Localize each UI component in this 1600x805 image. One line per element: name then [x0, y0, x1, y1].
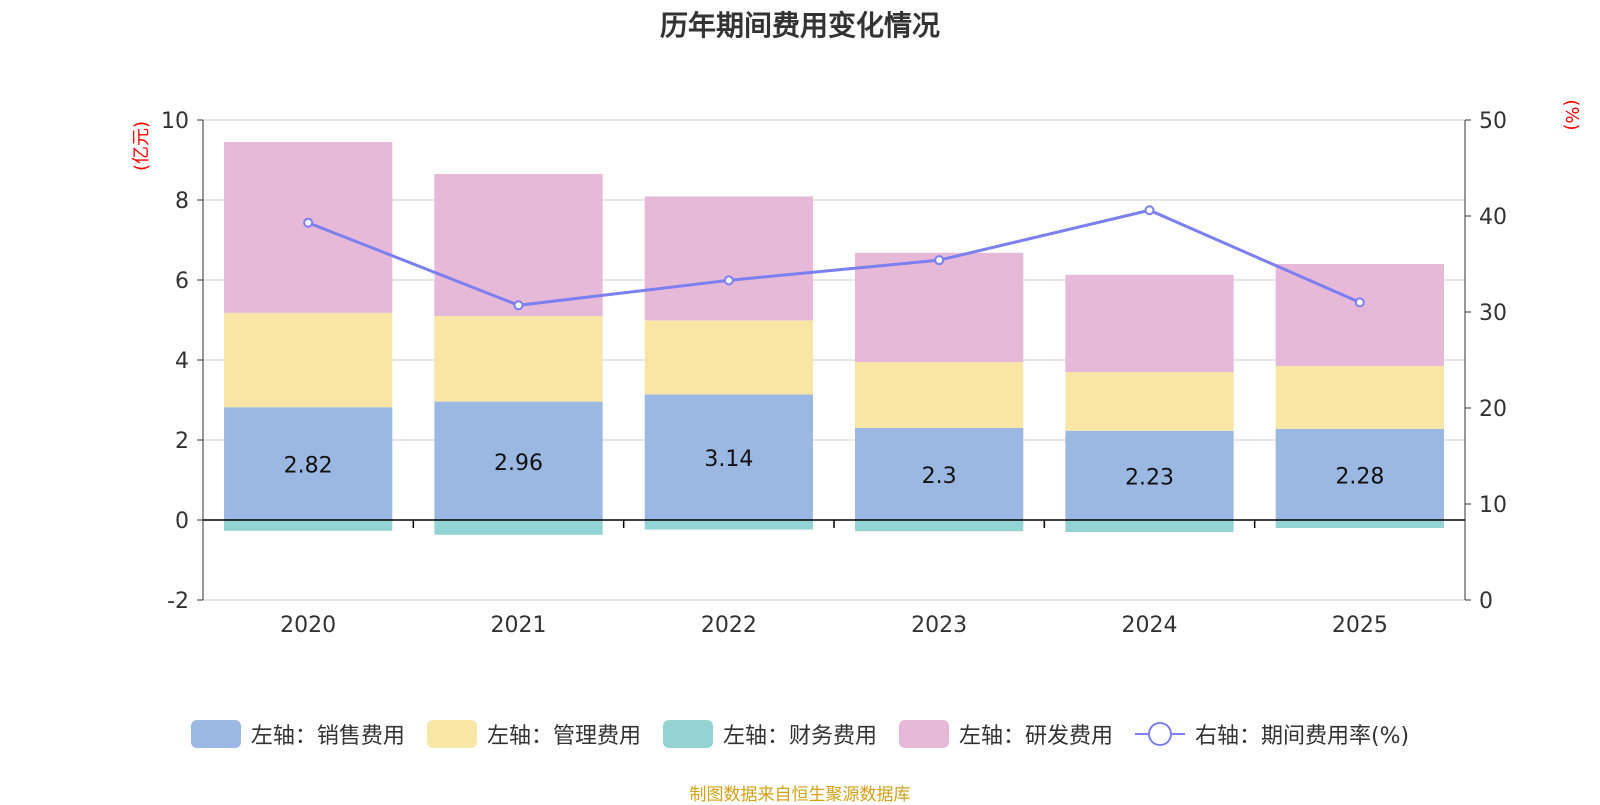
legend-item[interactable]: 左轴：销售费用	[190, 718, 405, 750]
bar-segment	[1275, 520, 1444, 528]
bar-segment	[855, 362, 1024, 428]
legend-label: 左轴：管理费用	[486, 724, 641, 749]
right-axis-label: (%)	[1561, 99, 1582, 130]
x-tick-label: 2022	[701, 613, 757, 638]
right-tick-label: 40	[1479, 205, 1507, 230]
bar-data-label: 2.82	[284, 454, 333, 479]
bar-segment	[434, 401, 603, 520]
legend-swatch	[190, 720, 241, 748]
left-tick-label: -2	[167, 589, 189, 614]
left-tick-label: 10	[161, 109, 189, 134]
right-tick-label: 10	[1479, 493, 1507, 518]
rate-point	[723, 275, 734, 286]
bar-segment	[224, 520, 393, 531]
legend-item[interactable]: 右轴：期间费用率(%)	[1134, 718, 1410, 750]
left-axis-label: (亿元)	[131, 121, 152, 171]
left-tick-label: 4	[175, 349, 189, 374]
bar-data-label: 2.28	[1335, 464, 1384, 489]
bar-segment	[1275, 428, 1444, 520]
bar-segment	[644, 520, 813, 530]
bar-segment	[1065, 430, 1234, 520]
rate-point	[1354, 297, 1365, 308]
data-labels: 2.82 2.96 3.14 2.3 2.23 2.28	[284, 447, 1385, 490]
x-tick-label: 2021	[491, 613, 547, 638]
bars	[224, 142, 1444, 535]
bar-segment	[644, 196, 813, 321]
legend: 左轴：销售费用 左轴：管理费用 左轴：财务费用 左轴：研发费用 右轴：期间费用率(%)	[0, 718, 1600, 750]
gridlines	[203, 119, 1465, 601]
right-tick-label: 30	[1479, 301, 1507, 326]
rate-polyline	[307, 208, 1361, 307]
bar-segment	[855, 252, 1024, 362]
bar-segment	[1065, 372, 1234, 431]
rate-point	[513, 300, 524, 311]
x-tick-label: 2020	[280, 613, 336, 638]
bar-segment	[644, 320, 813, 395]
source-note: 制图数据来自恒生聚源数据库	[689, 785, 911, 805]
left-tick-label: 6	[175, 269, 189, 294]
bar-segment	[1065, 274, 1234, 372]
chart-title: 历年期间费用变化情况	[659, 9, 940, 42]
legend-label: 左轴：财务费用	[722, 724, 877, 749]
bar-segment	[434, 174, 603, 316]
legend-item[interactable]: 左轴：研发费用	[898, 718, 1113, 750]
left-tick-label: 0	[175, 509, 189, 534]
bar-segment	[1275, 366, 1444, 429]
legend-label: 左轴：销售费用	[250, 724, 405, 749]
rate-point	[934, 255, 945, 266]
left-tick-label: 2	[175, 429, 189, 454]
bar-data-label: 3.14	[704, 447, 753, 472]
legend-item[interactable]: 左轴：管理费用	[426, 718, 641, 750]
x-tick-label: 2025	[1332, 613, 1388, 638]
x-tick-label: 2024	[1122, 613, 1178, 638]
left-tick-label: 8	[175, 189, 189, 214]
bar-data-label: 2.3	[922, 464, 957, 489]
legend-swatch	[898, 720, 949, 748]
legend-item[interactable]: 左轴：财务费用	[662, 718, 877, 750]
rate-line	[303, 205, 1365, 311]
right-tick-label: 20	[1479, 397, 1507, 422]
bar-segment	[224, 407, 393, 520]
right-tick-label: 0	[1479, 589, 1493, 614]
bar-segment	[434, 520, 603, 535]
bar-segment	[855, 520, 1024, 532]
legend-line-marker	[1134, 720, 1185, 748]
bar-segment	[1275, 264, 1444, 366]
bar-segment	[644, 394, 813, 520]
bar-segment	[434, 316, 603, 402]
bar-segment	[1065, 520, 1234, 532]
rate-point	[303, 217, 314, 228]
x-tick-label: 2023	[911, 613, 967, 638]
legend-swatch	[662, 720, 713, 748]
bar-data-label: 2.23	[1125, 465, 1174, 490]
chart-area: -2 0 2 4 6 8 10 0 10 20 30 40 50 (亿元) (%) 2020 2021 2022 2…	[131, 99, 1582, 638]
legend-label: 左轴：研发费用	[958, 724, 1113, 749]
legend-label: 右轴：期间费用率(%)	[1194, 724, 1410, 749]
bar-segment	[224, 312, 393, 408]
axes: -2 0 2 4 6 8 10 0 10 20 30 40 50 (亿元) (%) 2020 2021 2022 2…	[131, 99, 1582, 638]
bar-data-label: 2.96	[494, 451, 543, 476]
bar-segment	[855, 428, 1024, 520]
legend-swatch	[426, 720, 477, 748]
right-tick-label: 50	[1479, 109, 1507, 134]
rate-point	[1144, 205, 1155, 216]
